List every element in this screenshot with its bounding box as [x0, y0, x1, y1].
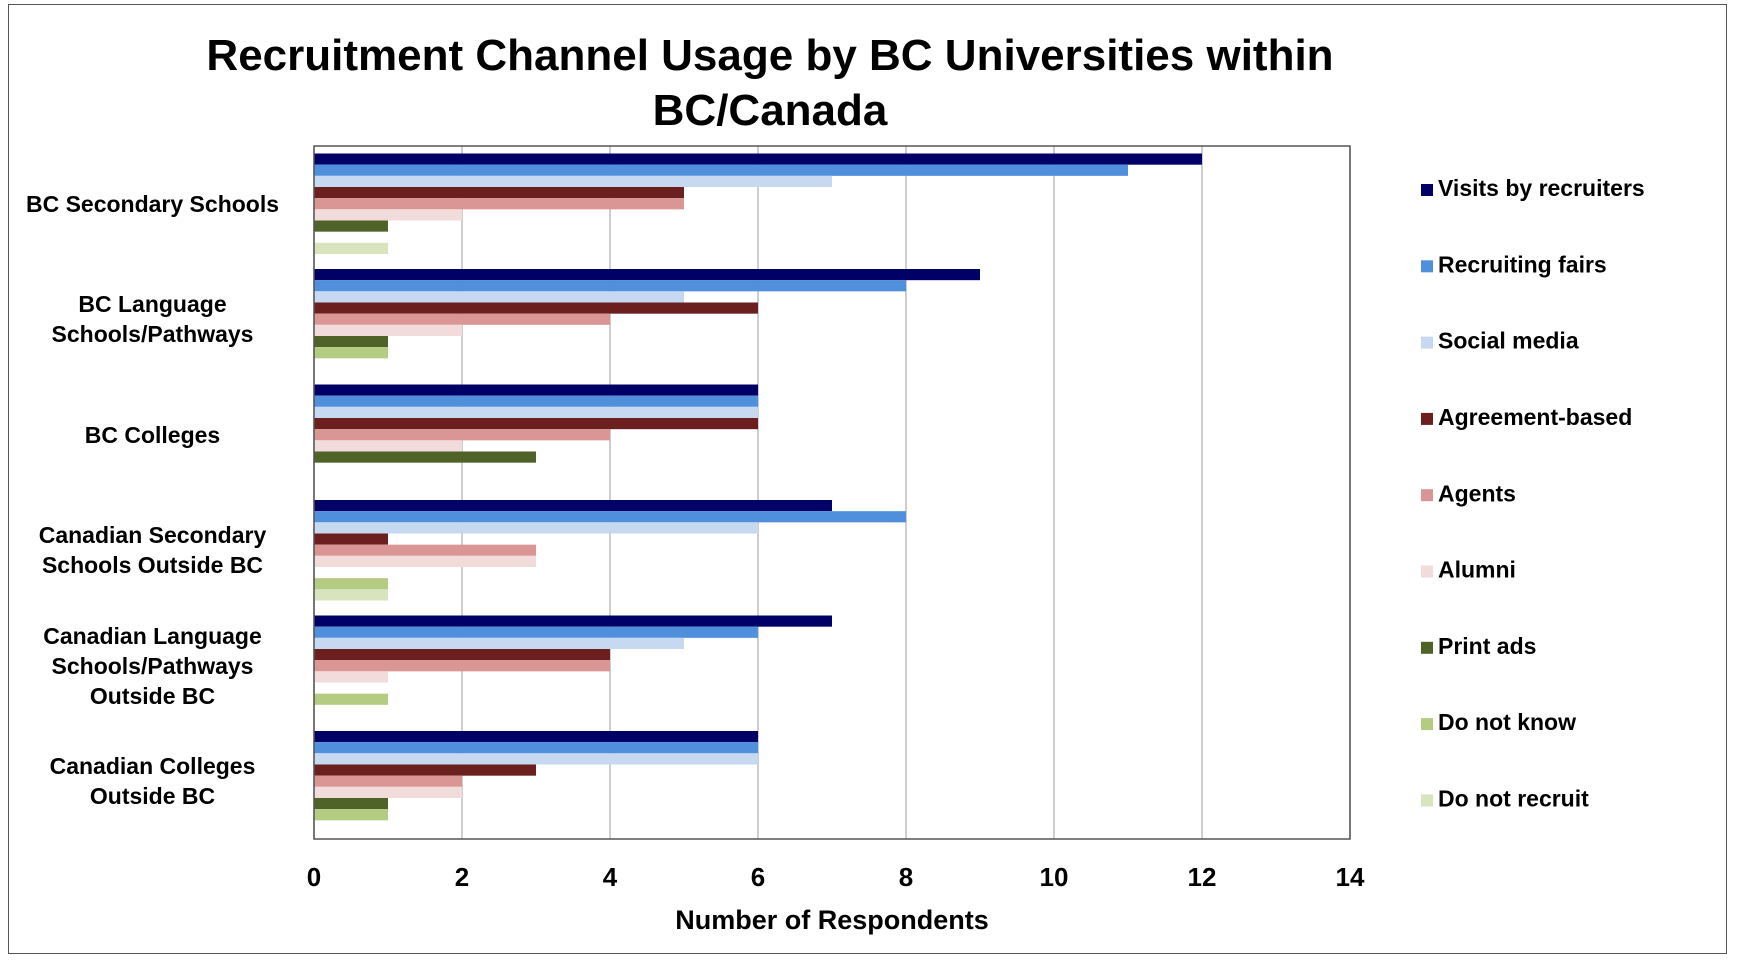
- bar: [314, 544, 536, 556]
- x-tick-label: 12: [1188, 862, 1217, 892]
- bar: [314, 164, 1128, 176]
- legend-label: Alumni: [1438, 557, 1516, 583]
- x-tick-label: 8: [899, 862, 913, 892]
- y-tick-label: Canadian Secondary Schools Outside BC: [38, 522, 267, 579]
- legend-swatch: [1421, 794, 1433, 807]
- legend-swatch: [1421, 412, 1433, 425]
- bar: [314, 753, 758, 765]
- bar: [314, 347, 388, 359]
- x-tick-label: 0: [307, 862, 321, 892]
- plot-area: [314, 146, 1350, 839]
- legend-label: Recruiting fairs: [1438, 251, 1607, 277]
- legend-label: Agreement-based: [1438, 404, 1632, 430]
- bar: [314, 522, 758, 534]
- bar: [314, 660, 610, 672]
- chart-title: Recruitment Channel Usage by BC Universi…: [206, 31, 1334, 135]
- bar: [314, 786, 462, 798]
- bar: [314, 555, 536, 567]
- bar: [314, 440, 462, 452]
- x-tick-label: 4: [603, 862, 618, 892]
- y-tick-label: BC Language Schools/Pathways: [51, 291, 254, 348]
- bar: [314, 395, 758, 407]
- x-tick-label: 6: [751, 862, 765, 892]
- bar: [314, 187, 684, 199]
- bar: [314, 418, 758, 430]
- legend-swatch: [1421, 260, 1433, 273]
- legend-swatch: [1421, 336, 1433, 349]
- legend-swatch: [1421, 641, 1433, 654]
- bar: [314, 693, 388, 705]
- bar: [314, 302, 758, 314]
- bar: [314, 649, 610, 661]
- bar: [314, 511, 906, 523]
- bar: [314, 637, 684, 650]
- bar: [314, 220, 388, 232]
- bar: [314, 451, 536, 463]
- bar: [314, 578, 388, 590]
- x-axis-label: Number of Respondents: [675, 905, 989, 935]
- chart-frame: [8, 4, 1727, 954]
- bar: [314, 313, 610, 325]
- y-tick-label: Canadian Colleges Outside BC: [49, 753, 256, 810]
- bar: [314, 335, 388, 348]
- bar: [314, 429, 610, 441]
- bar: [314, 626, 758, 638]
- x-tick-label: 2: [455, 862, 469, 892]
- bar: [314, 175, 832, 188]
- bar: [314, 533, 388, 545]
- bar: [314, 153, 1202, 165]
- legend-label: Print ads: [1438, 633, 1536, 659]
- x-tick-label: 10: [1040, 862, 1069, 892]
- y-tick-label: BC Secondary Schools: [25, 190, 280, 217]
- bar: [314, 775, 462, 787]
- bar: [314, 764, 536, 776]
- bar: [314, 269, 980, 281]
- legend-swatch: [1421, 565, 1433, 578]
- legend-label: Do not recruit: [1438, 785, 1589, 811]
- legend-label: Visits by recruiters: [1438, 175, 1645, 201]
- bar: [314, 280, 906, 292]
- legend-swatch: [1421, 718, 1433, 731]
- plot-border: [313, 145, 1351, 840]
- bar: [314, 406, 758, 419]
- legend-swatch: [1421, 489, 1433, 502]
- bar: [314, 324, 462, 336]
- legend-label: Agents: [1438, 480, 1516, 506]
- legend-label: Do not know: [1438, 709, 1576, 735]
- bar: [314, 731, 758, 743]
- x-tick-label: 14: [1336, 862, 1365, 892]
- bar: [314, 589, 388, 601]
- bar: [314, 671, 388, 683]
- y-tick-label: BC Colleges: [84, 421, 221, 448]
- bar: [314, 209, 462, 221]
- y-tick-label: Canadian Language Schools/Pathways Outsi…: [43, 622, 262, 709]
- bar: [314, 291, 684, 303]
- legend-swatch: [1421, 184, 1433, 196]
- bar: [314, 742, 758, 754]
- bar: [314, 809, 388, 821]
- bar: [314, 198, 684, 210]
- bar: [314, 615, 832, 627]
- legend-label: Social media: [1438, 328, 1579, 354]
- bar: [314, 242, 388, 254]
- bar: [314, 384, 758, 396]
- bar: [314, 797, 388, 810]
- bar: [314, 500, 832, 512]
